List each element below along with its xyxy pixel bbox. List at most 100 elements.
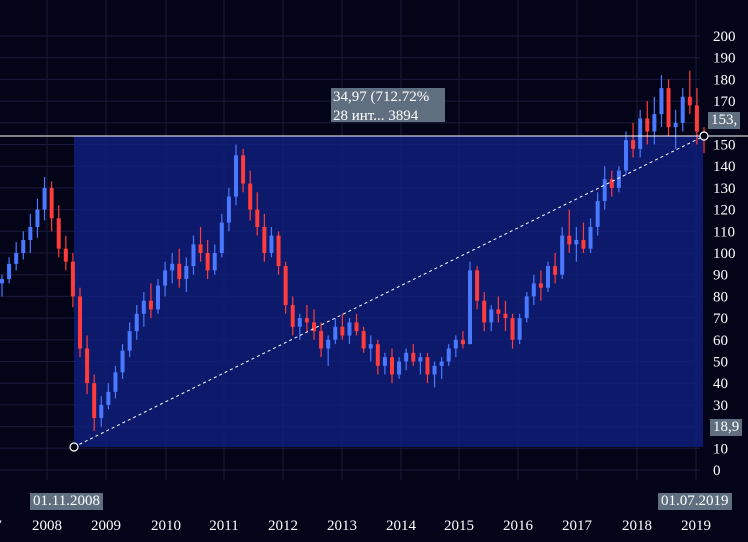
end-price-tag: 153, xyxy=(708,112,741,129)
measure-bars-text: 28 инт... 3894 xyxy=(333,108,419,122)
candle-body xyxy=(602,179,607,201)
candle xyxy=(134,305,139,340)
candle xyxy=(290,296,295,336)
y-tick-label: 60 xyxy=(713,333,728,349)
candle-body xyxy=(14,253,19,264)
candle-body xyxy=(134,313,139,332)
candle xyxy=(120,344,125,379)
y-tick-label: 190 xyxy=(713,51,736,67)
candle xyxy=(524,292,529,323)
candle xyxy=(588,218,593,253)
candle-body xyxy=(92,383,97,418)
y-tick-label: 40 xyxy=(713,376,728,392)
candle xyxy=(390,348,394,384)
candle-body xyxy=(7,263,12,280)
candle xyxy=(616,166,621,193)
candle-body xyxy=(205,253,210,271)
y-tick-label: 150 xyxy=(713,138,736,154)
candle-body xyxy=(581,239,586,249)
candle xyxy=(92,374,97,431)
candle xyxy=(482,292,487,332)
candle xyxy=(361,326,366,353)
candle-body xyxy=(340,326,345,336)
candle-body xyxy=(595,200,600,227)
candle-body xyxy=(347,322,352,336)
candle-body xyxy=(113,372,118,392)
candle xyxy=(21,231,26,260)
candle-body xyxy=(645,118,650,132)
candle-body xyxy=(120,350,125,373)
start-date-tag: 01.11.2008 xyxy=(30,493,103,510)
y-tick-label: 120 xyxy=(713,203,736,219)
candle-body xyxy=(531,283,536,297)
candle xyxy=(191,235,196,275)
candle xyxy=(262,213,267,262)
candle-body xyxy=(63,248,68,262)
candle xyxy=(99,396,104,427)
candle xyxy=(340,313,345,340)
candle xyxy=(212,244,217,275)
candle xyxy=(7,257,12,284)
candle xyxy=(496,296,501,323)
candle-body xyxy=(411,352,416,362)
candle xyxy=(489,305,494,332)
candle xyxy=(503,300,508,332)
x-tick-label: 2012 xyxy=(268,518,298,534)
candle xyxy=(85,335,90,395)
candle xyxy=(460,331,465,349)
x-tick-label: 2010 xyxy=(151,518,181,534)
candle-body xyxy=(588,226,593,249)
x-tick-label: 2014 xyxy=(386,518,417,534)
candle xyxy=(418,352,423,375)
y-tick-label: 200 xyxy=(713,29,736,45)
candle-body xyxy=(687,96,692,106)
candle xyxy=(581,222,586,253)
candle xyxy=(35,198,40,238)
candle xyxy=(446,344,451,366)
candle xyxy=(602,166,607,210)
candle-body xyxy=(212,253,217,271)
candle-body xyxy=(624,140,628,171)
candle-body xyxy=(468,270,472,345)
candle-body xyxy=(198,244,203,253)
candle-body xyxy=(156,285,160,310)
candle-body xyxy=(397,361,402,375)
candle xyxy=(163,261,168,297)
candle-body xyxy=(609,179,614,188)
measure-start-point[interactable] xyxy=(69,442,79,452)
candle xyxy=(510,313,515,349)
candle xyxy=(666,79,671,136)
y-tick-label: 100 xyxy=(713,246,736,262)
candle-body xyxy=(297,318,302,327)
measure-info-box: 34,97 (712.72% 28 инт... 3894 xyxy=(331,88,445,122)
candle xyxy=(574,226,579,262)
candle xyxy=(205,239,210,280)
candle xyxy=(645,101,650,145)
candle xyxy=(113,365,118,399)
candle-body xyxy=(56,218,61,249)
candle-body xyxy=(503,313,508,319)
x-tick-label: 2017 xyxy=(562,518,593,534)
candle-body xyxy=(163,270,168,286)
candle xyxy=(368,335,373,362)
candle xyxy=(14,242,19,271)
candle xyxy=(468,261,472,345)
candle-body xyxy=(666,88,671,128)
y-tick-label: 90 xyxy=(713,268,728,284)
candle xyxy=(680,88,685,132)
candle xyxy=(255,192,260,236)
candle xyxy=(609,170,614,197)
candle xyxy=(553,253,558,284)
candle xyxy=(226,187,231,232)
candle xyxy=(659,75,664,128)
candle-body xyxy=(659,88,664,115)
x-tick-label: 2011 xyxy=(209,518,238,534)
measure-end-point[interactable] xyxy=(699,131,709,141)
x-tick-label: 2009 xyxy=(91,518,121,534)
x-tick-label: 2008 xyxy=(32,518,62,534)
candle-body xyxy=(418,357,423,362)
candle xyxy=(234,144,238,206)
y-tick-label: 180 xyxy=(713,72,736,88)
candle xyxy=(560,226,565,280)
candle-body xyxy=(524,296,529,319)
